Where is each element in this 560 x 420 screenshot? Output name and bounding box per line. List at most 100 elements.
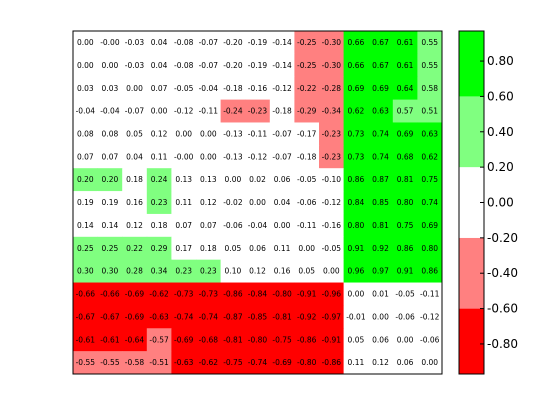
heatmap-cell — [392, 31, 418, 55]
heatmap-cell — [294, 236, 320, 261]
heatmap-cell — [319, 122, 344, 146]
cell-value-label: -0.05 — [297, 175, 317, 184]
cell-value-label: 0.51 — [421, 107, 438, 116]
cell-value-label: 0.00 — [102, 61, 119, 70]
cell-value-label: -0.69 — [125, 312, 145, 321]
cell-value-label: -0.14 — [272, 38, 292, 47]
cell-value-label: 0.06 — [372, 335, 389, 344]
cell-value-label: -0.61 — [100, 335, 120, 344]
cell-value-label: 0.69 — [397, 130, 414, 139]
cell-value-label: 0.00 — [372, 312, 389, 321]
heatmap-cell — [392, 328, 418, 352]
cell-value-label: -0.03 — [125, 61, 145, 70]
cell-value-label: 0.03 — [77, 84, 94, 93]
heatmap-cell — [368, 305, 394, 329]
cell-value-label: 0.17 — [175, 244, 192, 253]
cell-value-label: -0.80 — [272, 290, 292, 299]
cell-value-label: -0.11 — [420, 290, 440, 299]
cell-value-label: -0.55 — [100, 358, 120, 367]
heatmap-cell — [368, 213, 394, 238]
cell-value-label: 0.68 — [397, 152, 414, 161]
cell-value-label: -0.68 — [199, 335, 219, 344]
cell-value-label: 0.06 — [397, 358, 414, 367]
colorbar-segment — [459, 308, 484, 374]
heatmap-cell — [122, 145, 148, 169]
cell-value-label: 0.11 — [348, 358, 365, 367]
cell-value-label: 0.80 — [421, 244, 438, 253]
heatmap-cell — [269, 259, 295, 283]
heatmap-cell — [220, 351, 246, 375]
cell-value-label: -0.67 — [76, 312, 96, 321]
heatmap-cell — [368, 191, 394, 215]
colorbar-tick-label: 0.00 — [487, 196, 514, 210]
heatmap-cell — [417, 145, 443, 169]
heatmap-cell — [319, 351, 344, 375]
cell-value-label: -0.81 — [272, 312, 292, 321]
heatmap-cell — [220, 282, 246, 306]
cell-value-label: 0.07 — [102, 152, 119, 161]
cell-value-label: 0.67 — [372, 38, 389, 47]
cell-value-label: 0.16 — [274, 267, 291, 276]
cell-value-label: 0.12 — [126, 221, 143, 230]
heatmap-cell — [417, 351, 443, 375]
cell-value-label: -0.34 — [322, 107, 342, 116]
heatmap-cell — [294, 191, 320, 215]
cell-value-label: 0.00 — [323, 267, 340, 276]
cell-value-label: 0.00 — [249, 198, 266, 207]
cell-value-label: 0.05 — [348, 335, 365, 344]
cell-value-label: -0.91 — [297, 290, 317, 299]
heatmap-cell — [245, 31, 271, 55]
cell-value-label: 0.66 — [348, 38, 365, 47]
heatmap-cell — [171, 145, 197, 169]
cell-value-label: -0.18 — [297, 152, 317, 161]
heatmap-cell — [171, 236, 197, 261]
cell-value-label: 0.69 — [348, 84, 365, 93]
cell-value-label: -0.11 — [248, 130, 268, 139]
cell-value-label: 0.61 — [397, 61, 414, 70]
cell-value-label: 0.18 — [126, 175, 143, 184]
cell-value-label: 0.63 — [372, 107, 389, 116]
heatmap-cell — [171, 191, 197, 215]
heatmap-cell — [368, 351, 394, 375]
heatmap-cell — [319, 191, 344, 215]
cell-value-label: -0.63 — [149, 312, 169, 321]
cell-value-label: 0.12 — [249, 267, 266, 276]
cell-value-label: -0.06 — [420, 335, 440, 344]
cell-value-label: 0.05 — [225, 244, 242, 253]
heatmap-cell — [73, 53, 98, 78]
cell-value-label: 0.06 — [249, 244, 266, 253]
heatmap-cell — [245, 122, 271, 146]
heatmap-cell — [73, 305, 98, 329]
heatmap-cell — [417, 76, 443, 100]
heatmap-cell — [319, 53, 344, 78]
cell-value-label: 0.86 — [397, 244, 414, 253]
heatmap-cell — [294, 351, 320, 375]
cell-value-label: 0.00 — [397, 335, 414, 344]
cell-value-label: -0.19 — [248, 38, 268, 47]
heatmap-cell — [220, 53, 246, 78]
heatmap-cell — [171, 76, 197, 100]
cell-value-label: 0.63 — [421, 130, 438, 139]
heatmap-cell — [73, 31, 98, 55]
heatmap-cell — [343, 328, 369, 352]
heatmap-cell — [343, 282, 369, 306]
cell-value-label: -0.00 — [174, 152, 194, 161]
heatmap-cell — [269, 191, 295, 215]
cell-value-label: 0.55 — [421, 61, 438, 70]
cell-value-label: 0.00 — [126, 84, 143, 93]
cell-value-label: -0.05 — [322, 244, 342, 253]
cell-value-label: 0.25 — [77, 244, 94, 253]
heatmap-cell — [171, 168, 197, 192]
heatmap-cell — [73, 282, 98, 306]
cell-value-label: 0.11 — [151, 152, 168, 161]
cell-value-label: 0.08 — [102, 130, 119, 139]
cell-value-label: -0.64 — [125, 335, 145, 344]
cell-value-label: 0.18 — [151, 221, 168, 230]
colorbar-segment — [459, 167, 484, 238]
heatmap-cell — [269, 53, 295, 78]
cell-value-label: 0.00 — [77, 38, 94, 47]
heatmap-cell — [73, 213, 98, 238]
heatmap-cell — [73, 351, 98, 375]
heatmap-cell — [97, 305, 123, 329]
cell-value-label: -0.20 — [223, 61, 243, 70]
